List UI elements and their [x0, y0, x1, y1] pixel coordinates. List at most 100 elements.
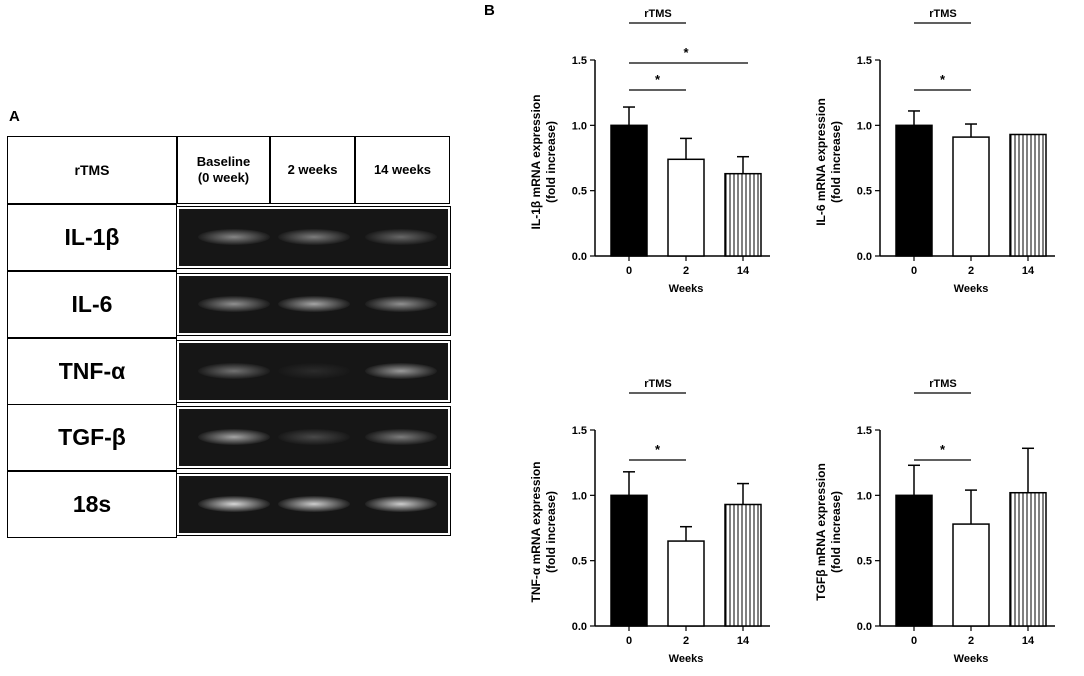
gel-band	[198, 363, 270, 379]
gel-band	[198, 296, 270, 312]
gel-row-label: IL-1β	[7, 204, 177, 271]
y-axis-label: IL-6 mRNA expression(fold increase)	[814, 98, 843, 226]
bar-week-14	[1009, 491, 1047, 627]
y-tick-label: 1.5	[572, 55, 587, 67]
gel-image-strip	[176, 473, 451, 536]
chart-tgfb: 0.0 0.5 1.0 1.5 0 2 14 Weeks TGFβ mRNA expressio…	[785, 370, 1075, 670]
y-tick-label: 0.0	[572, 621, 587, 633]
bar-week-14	[724, 172, 762, 257]
y-tick-label: 1.0	[572, 490, 587, 502]
gel-column-header: Baseline (0 week)	[177, 136, 270, 204]
y-axis-label-line: IL-1β mRNA expression	[529, 95, 543, 230]
gel-band	[198, 496, 270, 512]
chart-tnfa: 0.0 0.5 1.0 1.5 0 2 14 Weeks TNF-α mRNA expressi…	[500, 370, 790, 670]
bar-week-0	[895, 494, 933, 627]
chart-svg: 0.0 0.5 1.0 1.5 0 2 14 Weeks IL-6 mRNA expressio…	[814, 8, 1055, 295]
y-axis-label: TNF-α mRNA expression(fold increase)	[529, 462, 558, 603]
bar-week-2	[952, 136, 990, 257]
chart-svg: 0.0 0.5 1.0 1.5 0 2 14 Weeks TNF-α mRNA expressi…	[529, 378, 770, 665]
y-tick-label: 1.0	[857, 120, 872, 132]
y-axis-label-line: TNF-α mRNA expression	[529, 462, 543, 603]
significance-star: *	[940, 72, 946, 87]
gel-band	[278, 363, 350, 379]
y-tick-label: 1.0	[572, 120, 587, 132]
y-tick-label: 0.5	[857, 186, 872, 198]
y-tick-label: 1.5	[857, 55, 872, 67]
x-tick-label: 14	[737, 265, 750, 277]
gel-band	[365, 229, 437, 245]
bar-week-2	[952, 523, 990, 627]
y-tick-label: 1.0	[857, 490, 872, 502]
chart-title: rTMS	[929, 8, 957, 20]
x-tick-label: 0	[911, 265, 917, 277]
significance-star: *	[940, 442, 946, 457]
gel-row-label: TNF-α	[7, 338, 177, 405]
gel-column-header: 2 weeks	[270, 136, 355, 204]
y-tick-label: 0.0	[572, 251, 587, 263]
chart-title: rTMS	[644, 378, 672, 390]
bar-week-2	[667, 540, 705, 627]
gel-band	[198, 229, 270, 245]
significance-star: *	[655, 442, 661, 457]
x-tick-label: 14	[1022, 635, 1035, 647]
gel-image-strip	[176, 340, 451, 403]
bar-week-0	[610, 124, 648, 257]
x-axis-label: Weeks	[954, 283, 989, 295]
x-tick-label: 2	[968, 635, 974, 647]
bar-week-14	[724, 503, 762, 627]
y-axis-label-line: (fold increase)	[544, 491, 558, 573]
gel-band	[198, 429, 270, 445]
x-tick-label: 0	[626, 265, 632, 277]
x-axis-label: Weeks	[669, 653, 704, 665]
chart-il6: 0.0 0.5 1.0 1.5 0 2 14 Weeks IL-6 mRNA expressio…	[785, 0, 1075, 300]
gel-column-header: 14 weeks	[355, 136, 450, 204]
bar-week-2	[667, 158, 705, 257]
gel-image-strip	[176, 206, 451, 269]
bar-week-0	[610, 494, 648, 627]
gel-band	[365, 496, 437, 512]
significance-star: *	[683, 45, 689, 60]
gel-row-label: IL-6	[7, 271, 177, 338]
chart-svg: 0.0 0.5 1.0 1.5 0 2 14 Weeks IL-1β mRNA expressi…	[529, 8, 770, 295]
y-tick-label: 1.5	[857, 425, 872, 437]
y-tick-label: 1.5	[572, 425, 587, 437]
panel-a-label: A	[9, 108, 20, 125]
x-tick-label: 2	[683, 265, 689, 277]
chart-title: rTMS	[644, 8, 672, 20]
y-axis-label: IL-1β mRNA expression(fold increase)	[529, 95, 558, 230]
bar-week-0	[895, 124, 933, 257]
y-axis-label-line: (fold increase)	[829, 491, 843, 573]
y-axis-label: TGFβ mRNA expression(fold increase)	[814, 463, 843, 601]
gel-band	[278, 496, 350, 512]
gel-band	[278, 229, 350, 245]
x-tick-label: 2	[683, 635, 689, 647]
gel-row-label: TGF-β	[7, 404, 177, 471]
gel-image-strip	[176, 406, 451, 469]
significance-star: *	[655, 72, 661, 87]
x-axis-label: Weeks	[954, 653, 989, 665]
y-axis-label-line: IL-6 mRNA expression	[814, 98, 828, 226]
gel-band	[278, 296, 350, 312]
x-axis-label: Weeks	[669, 283, 704, 295]
gel-image-strip	[176, 273, 451, 336]
gel-band	[365, 296, 437, 312]
x-tick-label: 2	[968, 265, 974, 277]
gel-electrophoresis-panel: rTMS Baseline (0 week) 2 weeks 14 weeks IL-1…	[7, 136, 457, 540]
y-tick-label: 0.0	[857, 251, 872, 263]
x-tick-label: 14	[1022, 265, 1035, 277]
x-tick-label: 0	[911, 635, 917, 647]
chart-svg: 0.0 0.5 1.0 1.5 0 2 14 Weeks TGFβ mRNA expressio…	[814, 378, 1055, 665]
bar-week-14	[1009, 133, 1047, 257]
gel-band	[365, 363, 437, 379]
y-axis-label-line: (fold increase)	[829, 121, 843, 203]
gel-band	[365, 429, 437, 445]
y-axis-label-line: (fold increase)	[544, 121, 558, 203]
x-tick-label: 0	[626, 635, 632, 647]
x-tick-label: 14	[737, 635, 750, 647]
gel-corner-label: rTMS	[7, 136, 177, 204]
chart-il1b: 0.0 0.5 1.0 1.5 0 2 14 Weeks IL-1β mRNA expressi…	[500, 0, 790, 300]
gel-band	[278, 429, 350, 445]
gel-row-label: 18s	[7, 471, 177, 538]
panel-b-label: B	[484, 2, 495, 19]
y-tick-label: 0.5	[857, 556, 872, 568]
